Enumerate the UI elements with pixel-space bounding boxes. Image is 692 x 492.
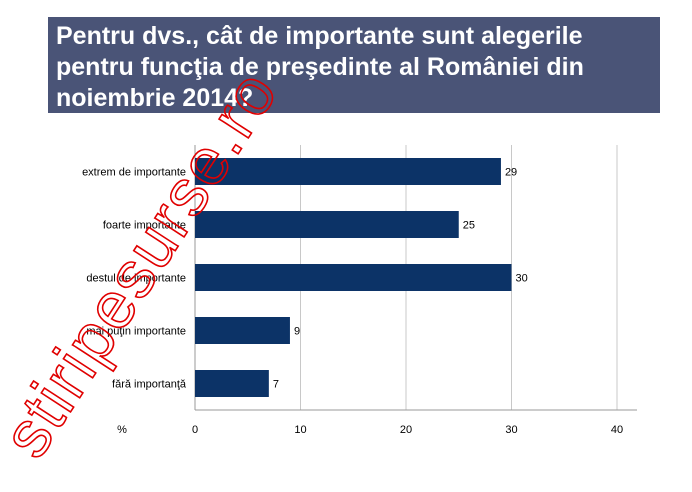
- data-label: 7: [273, 379, 279, 391]
- bar: [195, 211, 459, 238]
- category-label: destul de importante: [86, 273, 186, 285]
- chart-title: Pentru dvs., cât de importante sunt aleg…: [56, 22, 584, 112]
- chart-title-box: Pentru dvs., cât de importante sunt aleg…: [48, 17, 660, 113]
- data-label: 30: [516, 273, 528, 285]
- x-axis-label: %: [117, 424, 127, 436]
- category-label: foarte importante: [103, 220, 186, 232]
- data-label: 29: [505, 167, 517, 179]
- x-tick-label: 20: [400, 424, 412, 436]
- category-label: extrem de importante: [82, 167, 186, 179]
- data-label: 9: [294, 326, 300, 338]
- x-tick-label: 0: [192, 424, 198, 436]
- category-label: fără importanţă: [112, 379, 187, 391]
- x-tick-label: 40: [611, 424, 623, 436]
- category-label: mai puţin importante: [86, 326, 186, 338]
- bar: [195, 158, 501, 185]
- x-tick-label: 10: [294, 424, 306, 436]
- bar: [195, 370, 269, 397]
- bar: [195, 317, 290, 344]
- data-label: 25: [463, 220, 475, 232]
- x-tick-label: 30: [505, 424, 517, 436]
- bar: [195, 264, 512, 291]
